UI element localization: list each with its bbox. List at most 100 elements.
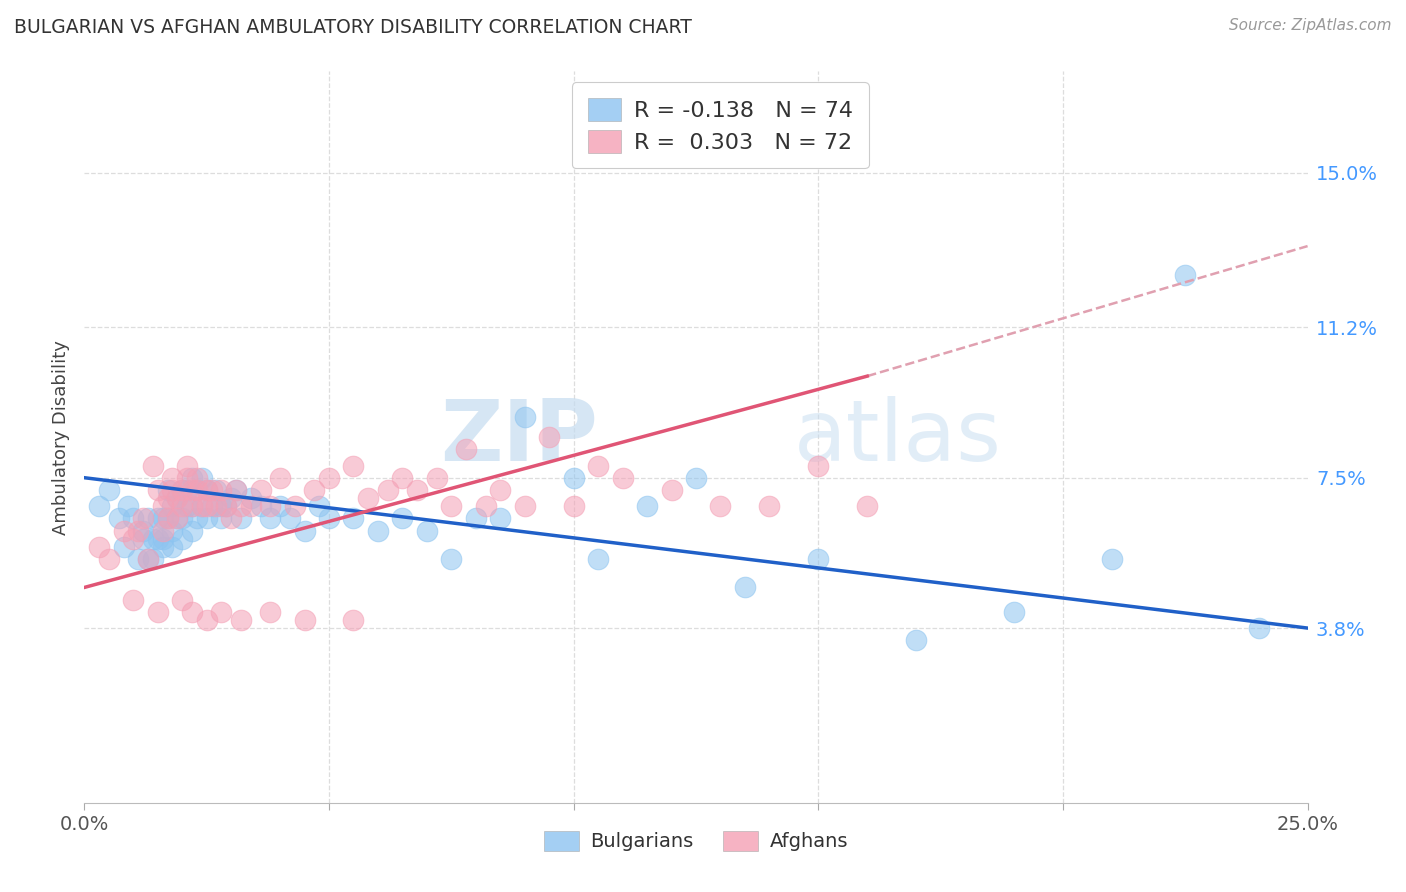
Point — [342, 511, 364, 525]
Point — [136, 552, 159, 566]
Point — [342, 613, 364, 627]
Text: atlas: atlas — [794, 395, 1002, 479]
Point — [122, 511, 145, 525]
Point — [107, 511, 129, 525]
Point — [685, 471, 707, 485]
Point — [97, 483, 120, 497]
Point — [342, 458, 364, 473]
Point — [172, 499, 194, 513]
Point — [734, 581, 756, 595]
Point — [181, 499, 204, 513]
Point — [758, 499, 780, 513]
Point — [1247, 621, 1270, 635]
Point — [200, 499, 222, 513]
Point — [146, 483, 169, 497]
Point — [209, 605, 232, 619]
Point — [166, 491, 188, 505]
Point — [586, 552, 609, 566]
Point — [661, 483, 683, 497]
Point — [87, 540, 110, 554]
Point — [156, 491, 179, 505]
Point — [127, 524, 149, 538]
Point — [416, 524, 439, 538]
Point — [142, 552, 165, 566]
Point — [186, 511, 208, 525]
Point — [152, 511, 174, 525]
Point — [152, 499, 174, 513]
Point — [172, 483, 194, 497]
Point — [454, 442, 477, 457]
Point — [249, 499, 271, 513]
Point — [807, 458, 830, 473]
Point — [181, 483, 204, 497]
Point — [219, 491, 242, 505]
Point — [127, 552, 149, 566]
Point — [195, 511, 218, 525]
Point — [156, 511, 179, 525]
Point — [172, 592, 194, 607]
Point — [709, 499, 731, 513]
Point — [856, 499, 879, 513]
Point — [166, 491, 188, 505]
Point — [489, 511, 512, 525]
Point — [249, 483, 271, 497]
Point — [229, 511, 252, 525]
Point — [117, 499, 139, 513]
Point — [905, 633, 928, 648]
Point — [166, 511, 188, 525]
Point — [1002, 605, 1025, 619]
Point — [318, 511, 340, 525]
Point — [562, 499, 585, 513]
Point — [367, 524, 389, 538]
Point — [391, 511, 413, 525]
Point — [239, 499, 262, 513]
Point — [176, 458, 198, 473]
Point — [162, 483, 184, 497]
Point — [97, 552, 120, 566]
Point — [259, 511, 281, 525]
Point — [186, 483, 208, 497]
Point — [112, 524, 135, 538]
Point — [191, 499, 214, 513]
Point — [209, 511, 232, 525]
Point — [146, 605, 169, 619]
Point — [1174, 268, 1197, 282]
Point — [209, 499, 232, 513]
Point — [294, 613, 316, 627]
Point — [513, 499, 536, 513]
Legend: Bulgarians, Afghans: Bulgarians, Afghans — [536, 822, 856, 859]
Point — [146, 532, 169, 546]
Point — [294, 524, 316, 538]
Point — [308, 499, 330, 513]
Point — [612, 471, 634, 485]
Point — [259, 605, 281, 619]
Point — [586, 458, 609, 473]
Point — [136, 552, 159, 566]
Point — [195, 483, 218, 497]
Point — [176, 471, 198, 485]
Point — [176, 499, 198, 513]
Point — [440, 499, 463, 513]
Point — [181, 524, 204, 538]
Point — [172, 483, 194, 497]
Point — [215, 499, 238, 513]
Point — [239, 491, 262, 505]
Point — [152, 540, 174, 554]
Point — [489, 483, 512, 497]
Point — [191, 471, 214, 485]
Point — [562, 471, 585, 485]
Point — [513, 409, 536, 424]
Point — [426, 471, 449, 485]
Point — [181, 605, 204, 619]
Point — [162, 540, 184, 554]
Point — [132, 511, 155, 525]
Point — [225, 483, 247, 497]
Point — [636, 499, 658, 513]
Point — [440, 552, 463, 566]
Point — [269, 471, 291, 485]
Point — [807, 552, 830, 566]
Point — [209, 483, 232, 497]
Point — [152, 524, 174, 538]
Point — [142, 458, 165, 473]
Point — [146, 511, 169, 525]
